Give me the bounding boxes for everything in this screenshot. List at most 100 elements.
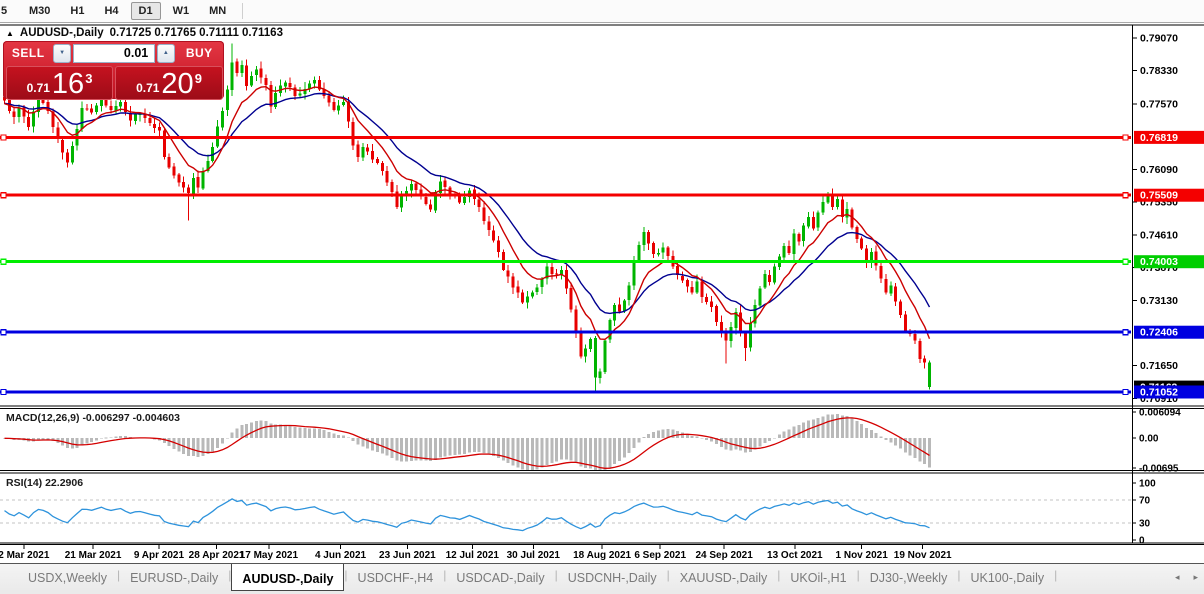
svg-text:18 Aug 2021: 18 Aug 2021: [573, 550, 631, 561]
period-toolbar: 5 M30 H1 H4 D1 W1 MN: [0, 0, 1204, 23]
svg-text:0.71650: 0.71650: [1140, 360, 1178, 372]
hline-handle[interactable]: [1122, 258, 1129, 265]
price-badge: [1134, 325, 1204, 339]
hline-handle[interactable]: [0, 258, 7, 265]
tab-usdcnh-daily[interactable]: USDCNH-,Daily: [567, 570, 657, 585]
tab-separator: |: [777, 568, 781, 582]
svg-text:0.73130: 0.73130: [1140, 295, 1178, 307]
svg-text:0.76090: 0.76090: [1140, 164, 1178, 176]
svg-text:21 Mar 2021: 21 Mar 2021: [65, 550, 122, 561]
tab-separator: |: [666, 568, 670, 582]
buy-button[interactable]: BUY: [185, 46, 213, 60]
tab-uk100-daily[interactable]: UK100-,Daily: [970, 570, 1045, 585]
period-button-D1[interactable]: D1: [130, 2, 161, 20]
ohlc-values: 0.71725 0.71765 0.71111 0.71163: [109, 27, 283, 39]
buy-price-prefix: 0.71: [136, 81, 160, 95]
period-button-H4[interactable]: H4: [104, 5, 119, 17]
chevron-down-icon: ▼: [59, 50, 66, 56]
hline-handle[interactable]: [1122, 329, 1129, 336]
chart-tabs: USDX,Weekly | EURUSD-,Daily | AUDUSD-,Daily |…: [0, 564, 1057, 594]
tab-usdx-weekly[interactable]: USDX,Weekly: [28, 570, 107, 585]
period-button-5[interactable]: 5: [1, 5, 8, 17]
tab-scroll-controls: ◂ ▸: [1175, 572, 1198, 583]
volume-input[interactable]: 0.01: [72, 43, 156, 63]
tab-ukoil-h1[interactable]: UKOil-,H1: [790, 570, 847, 585]
tab-usdcad-daily[interactable]: USDCAD-,Daily: [456, 570, 545, 585]
horizontal-price-lines[interactable]: [0, 134, 1131, 396]
tab-eurusd-daily[interactable]: EURUSD-,Daily: [130, 570, 219, 585]
tab-audusd-daily[interactable]: AUDUSD-,Daily: [231, 564, 345, 591]
rsi-indicator-label: RSI(14) 22.2906: [6, 477, 84, 489]
date-axis[interactable]: 2 Mar 2021 21 Mar 2021 9 Apr 2021 28 Apr 20…: [0, 545, 952, 561]
svg-text:0.74610: 0.74610: [1140, 229, 1178, 241]
hline-handle[interactable]: [1122, 134, 1129, 141]
volume-decrease-button[interactable]: ▼: [53, 43, 71, 63]
hline-handle[interactable]: [0, 329, 7, 336]
svg-text:0.006094: 0.006094: [1139, 407, 1181, 418]
chart-header: ▲ AUDUSD-,Daily 0.71725 0.71765 0.71111 …: [6, 27, 283, 39]
svg-text:100: 100: [1139, 479, 1156, 490]
tab-separator: |: [856, 568, 860, 582]
hline-handle[interactable]: [1122, 388, 1129, 396]
rsi-pane: [0, 498, 1131, 532]
svg-text:13 Oct 2021: 13 Oct 2021: [767, 550, 823, 561]
chevron-up-icon: ▲: [162, 50, 169, 56]
svg-text:0.72406: 0.72406: [1140, 327, 1178, 339]
svg-text:23 Jun 2021: 23 Jun 2021: [379, 550, 436, 561]
sell-button[interactable]: SELL: [11, 46, 45, 60]
svg-text:0.75509: 0.75509: [1140, 190, 1178, 202]
hline-handle[interactable]: [0, 192, 7, 199]
buy-price-pip-digit: 9: [194, 71, 202, 86]
tab-separator: |: [957, 568, 961, 582]
hline-handle[interactable]: [1122, 192, 1129, 199]
tab-scroll-right-icon[interactable]: ▸: [1193, 572, 1198, 582]
hline-handle[interactable]: [0, 388, 7, 396]
svg-text:12 Jul 2021: 12 Jul 2021: [446, 550, 500, 561]
toolbar-separator: [242, 3, 244, 19]
svg-text:0.74003: 0.74003: [1140, 256, 1178, 268]
period-button-M30[interactable]: M30: [29, 5, 51, 17]
period-button-H1[interactable]: H1: [70, 5, 85, 17]
price-badge: [1134, 130, 1204, 144]
svg-text:30 Jul 2021: 30 Jul 2021: [507, 550, 561, 561]
macd-indicator-label: MACD(12,26,9) -0.006297 -0.004603: [6, 412, 180, 424]
svg-text:0.71052: 0.71052: [1140, 386, 1178, 398]
tab-scroll-left-icon[interactable]: ◂: [1174, 572, 1180, 582]
trade-panel-top-row: SELL ▼ 0.01 ▲ BUY: [3, 41, 224, 65]
svg-text:30: 30: [1139, 518, 1151, 529]
svg-text:0.77570: 0.77570: [1140, 99, 1178, 111]
svg-text:4 Jun 2021: 4 Jun 2021: [315, 550, 367, 561]
period-button-MN[interactable]: MN: [209, 5, 227, 17]
tab-separator: |: [1054, 568, 1058, 582]
svg-text:6 Sep 2021: 6 Sep 2021: [634, 550, 686, 561]
volume-increase-button[interactable]: ▲: [157, 43, 175, 63]
svg-text:0.78330: 0.78330: [1140, 65, 1178, 77]
svg-text:28 Apr 2021: 28 Apr 2021: [189, 550, 245, 561]
tab-dj30-weekly[interactable]: DJ30-,Weekly: [869, 570, 948, 585]
symbol-timeframe-label: AUDUSD-,Daily: [19, 27, 104, 39]
svg-text:0.79070: 0.79070: [1140, 33, 1178, 45]
svg-text:19 Nov 2021: 19 Nov 2021: [894, 550, 952, 561]
svg-text:70: 70: [1139, 496, 1151, 507]
svg-text:1 Nov 2021: 1 Nov 2021: [836, 550, 889, 561]
price-axis[interactable]: 0.790700.783300.775700.760900.753500.746…: [1133, 33, 1204, 547]
chart-tab-bar: USDX,Weekly | EURUSD-,Daily | AUDUSD-,Daily |…: [0, 563, 1204, 594]
price-badge: [1134, 188, 1204, 202]
one-click-trade-panel: SELL ▼ 0.01 ▲ BUY 0.71 16 3 0.71 20 9: [3, 41, 224, 100]
sell-price-prefix: 0.71: [26, 81, 50, 95]
collapse-panel-icon[interactable]: ▲: [6, 28, 14, 38]
sell-price-big-digits: 16: [51, 68, 85, 100]
tab-xauusd-daily[interactable]: XAUUSD-,Daily: [679, 570, 768, 585]
period-button-W1[interactable]: W1: [172, 5, 190, 17]
buy-price-big-digits: 20: [161, 68, 194, 100]
hline-handle[interactable]: [0, 134, 7, 141]
buy-price-display[interactable]: 0.71 20 9: [115, 66, 223, 100]
tab-separator: |: [344, 568, 348, 582]
tab-separator: |: [116, 568, 121, 582]
tab-usdchf-h4[interactable]: USDCHF-,H4: [357, 570, 434, 585]
sell-price-pip-digit: 3: [85, 71, 93, 86]
svg-text:9 Apr 2021: 9 Apr 2021: [134, 550, 185, 561]
sell-price-display[interactable]: 0.71 16 3: [6, 66, 113, 100]
